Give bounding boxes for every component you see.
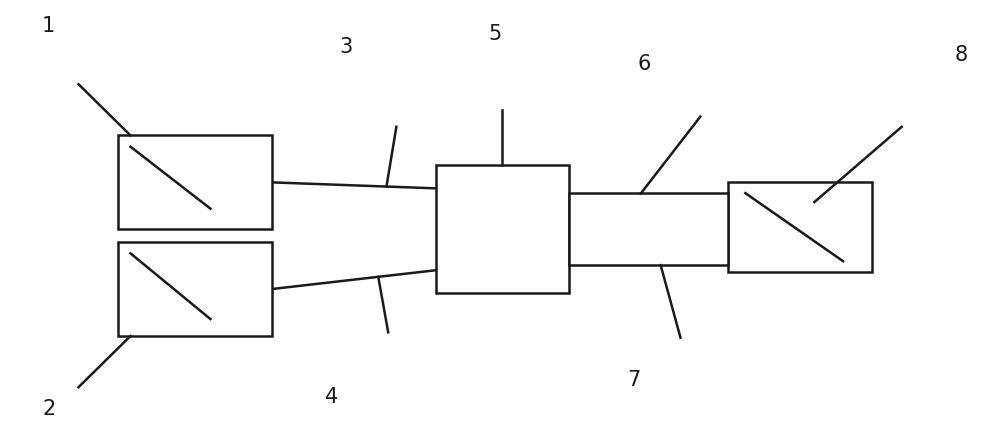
Bar	[118, 243, 272, 336]
Text: 8: 8	[955, 45, 968, 65]
Bar	[728, 183, 872, 273]
Bar	[569, 194, 728, 266]
Text: 4: 4	[325, 386, 338, 406]
Text: 3: 3	[340, 37, 353, 57]
Bar	[118, 136, 272, 230]
Text: 7: 7	[627, 369, 640, 389]
Text: 5: 5	[488, 24, 502, 44]
Text: 2: 2	[42, 398, 55, 418]
Bar	[436, 166, 569, 294]
Text: 1: 1	[42, 16, 55, 36]
Text: 6: 6	[637, 54, 650, 74]
